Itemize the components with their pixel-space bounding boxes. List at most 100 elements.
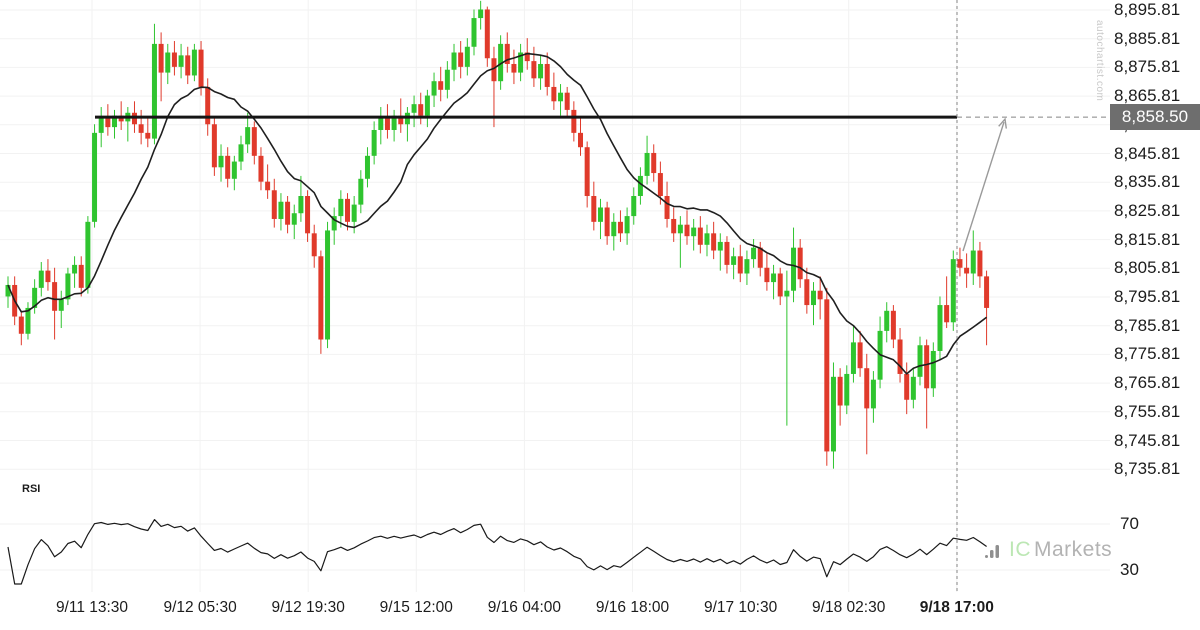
candle-body-up xyxy=(431,81,437,96)
candle-body-up xyxy=(65,273,71,300)
candle-body-up xyxy=(58,299,64,311)
candle-body-up xyxy=(518,52,524,73)
candle-body-up xyxy=(98,118,104,133)
y-axis-label: 8,775.81 xyxy=(1114,344,1181,364)
candle-body-down xyxy=(531,61,537,79)
candle-body-up xyxy=(830,376,836,452)
y-axis-label: 8,895.81 xyxy=(1114,0,1181,19)
candle-body-down xyxy=(684,224,690,237)
candle-body-up xyxy=(298,196,304,214)
icmarkets-bars-icon xyxy=(985,545,999,558)
candle-body-down xyxy=(524,52,530,62)
candle-body-down xyxy=(617,221,623,234)
candle-body-down xyxy=(837,376,843,406)
candle-body-up xyxy=(478,9,484,19)
candle-body-up xyxy=(411,104,417,113)
candle-body-up xyxy=(731,256,737,265)
candle-body-up xyxy=(791,247,797,291)
candle-body-up xyxy=(611,221,617,237)
candle-body-up xyxy=(5,284,11,297)
candle-body-up xyxy=(917,345,923,377)
candle-body-down xyxy=(418,104,424,116)
candle-body-down xyxy=(664,196,670,219)
candle-body-up xyxy=(364,155,370,179)
candle-body-up xyxy=(151,43,157,139)
candle-body-up xyxy=(677,224,683,234)
x-axis-label: 9/15 12:00 xyxy=(379,599,453,616)
candle-body-up xyxy=(751,247,757,260)
candle-body-up xyxy=(218,155,224,168)
candle-body-down xyxy=(944,305,950,323)
resistance-price-tag: 8,858.50 xyxy=(1110,104,1200,131)
candle-body-up xyxy=(112,115,118,128)
candle-body-up xyxy=(238,144,244,162)
candle-body-up xyxy=(338,198,344,217)
candle-body-down xyxy=(511,63,517,73)
candle-body-down xyxy=(584,147,590,197)
y-axis-label: 8,735.81 xyxy=(1114,459,1181,479)
candle-body-down xyxy=(345,198,351,222)
candle-body-down xyxy=(305,196,311,234)
candle-body-down xyxy=(857,342,863,369)
candle-body-up xyxy=(72,264,78,274)
candle-body-up xyxy=(810,290,816,306)
y-axis-label: 8,755.81 xyxy=(1114,401,1181,421)
candle-body-down xyxy=(697,227,703,245)
candle-body-down xyxy=(571,109,577,133)
candle-body-down xyxy=(564,92,570,110)
candle-body-down xyxy=(225,155,231,179)
autochartist-watermark: autochartist.com xyxy=(1094,20,1105,102)
candle-body-down xyxy=(657,173,663,197)
candle-body-down xyxy=(78,264,84,288)
rsi-panel-title: RSI xyxy=(22,483,41,495)
candle-body-down xyxy=(977,250,983,277)
candle-body-up xyxy=(371,129,377,156)
candle-body-down xyxy=(817,290,823,300)
candle-body-up xyxy=(358,178,364,205)
logo-text-markets: Markets xyxy=(1034,538,1113,561)
candle-body-up xyxy=(391,115,397,130)
rsi-line xyxy=(7,518,987,585)
x-axis-label: 9/16 18:00 xyxy=(595,599,670,616)
y-axis-label: 8,745.81 xyxy=(1114,430,1181,450)
candle-body-down xyxy=(458,52,464,67)
candle-body-up xyxy=(471,18,477,47)
candle-body-down xyxy=(271,190,277,219)
candle-body-up xyxy=(870,379,876,409)
candle-body-down xyxy=(864,368,870,409)
candle-body-down xyxy=(251,127,257,156)
candle-body-down xyxy=(198,49,204,87)
candle-body-down xyxy=(258,155,264,182)
candle-body-down xyxy=(438,81,444,90)
candle-body-down xyxy=(551,86,557,102)
x-axis-label: 9/12 19:30 xyxy=(271,599,345,616)
candle-body-down xyxy=(984,276,990,308)
candle-body-up xyxy=(637,175,643,197)
candle-body-up xyxy=(597,207,603,222)
candle-body-up xyxy=(691,227,697,237)
x-axis-label: 9/18 02:30 xyxy=(812,599,886,616)
candle-body-down xyxy=(504,43,510,64)
candle-body-down xyxy=(737,256,743,274)
candle-body-up xyxy=(464,46,470,67)
icmarkets-logo: IC Markets xyxy=(985,538,1112,562)
candle-body-down xyxy=(578,132,584,148)
candle-body-down xyxy=(964,267,970,274)
candle-body-down xyxy=(824,299,830,452)
candle-body-down xyxy=(491,58,497,82)
candle-body-up xyxy=(191,49,197,76)
candle-body-down xyxy=(651,152,657,174)
candle-body-down xyxy=(138,124,144,133)
candle-body-down xyxy=(957,259,963,268)
candle-body-down xyxy=(145,132,151,139)
candle-body-up xyxy=(32,287,38,308)
candle-body-down xyxy=(671,218,677,234)
candle-body-up xyxy=(25,307,31,334)
x-axis-label: 9/11 13:30 xyxy=(55,599,129,616)
candle-body-down xyxy=(724,241,730,265)
candle-body-down xyxy=(890,310,896,340)
candle-body-down xyxy=(711,233,717,251)
candle-body-up xyxy=(538,63,544,79)
candle-body-up xyxy=(38,270,44,288)
candle-body-up xyxy=(930,350,936,389)
